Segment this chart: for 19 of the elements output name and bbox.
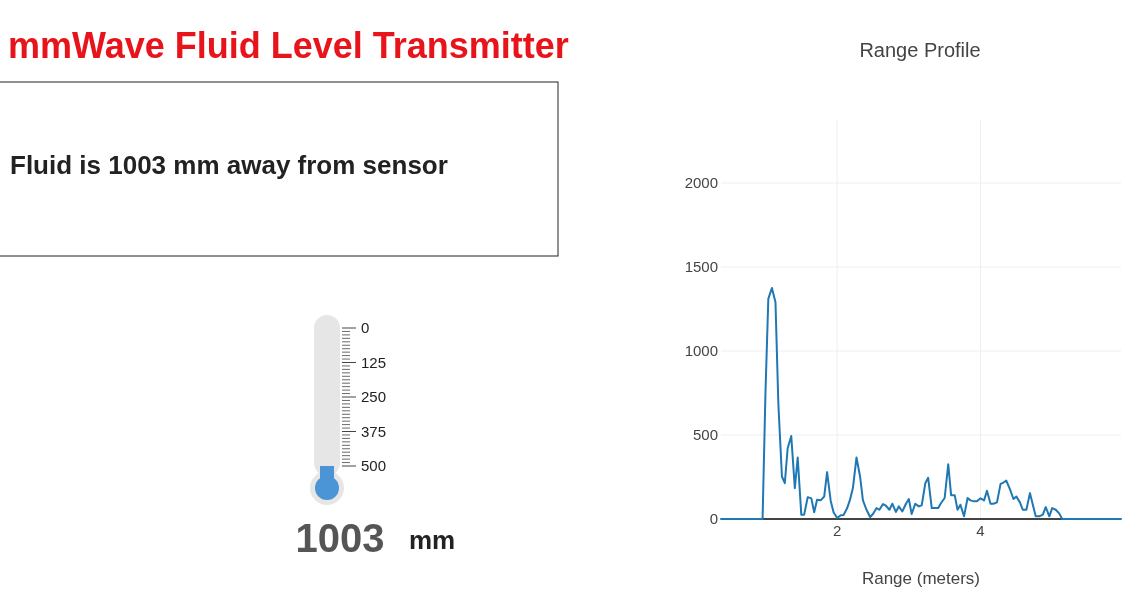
chart-title: Range Profile — [859, 39, 981, 61]
y-tick-label: 0 — [709, 510, 718, 528]
y-tick-label: 375 — [361, 422, 387, 440]
y-tick-label: 125 — [361, 353, 387, 371]
y-tick-label: 1000 — [684, 342, 718, 360]
y-tick-label: 500 — [692, 426, 718, 444]
text: Fluid is 1003 mm away from sensor — [10, 150, 448, 180]
line-series — [720, 287, 1122, 520]
y-tick-label: 250 — [361, 388, 387, 406]
x-tick-label: 2 — [832, 522, 842, 539]
text: mmWave Fluid Level Transmitter — [8, 25, 569, 66]
text: 1003 — [295, 516, 385, 560]
text: mm — [409, 525, 456, 555]
y-tick-label: 0 — [361, 319, 370, 337]
y-tick-label: 2000 — [684, 174, 718, 192]
x-axis-title: Range (meters) — [861, 569, 981, 588]
y-tick-label: 500 — [361, 457, 387, 475]
y-tick-label: 1500 — [684, 258, 718, 276]
x-tick-label: 4 — [976, 522, 985, 539]
